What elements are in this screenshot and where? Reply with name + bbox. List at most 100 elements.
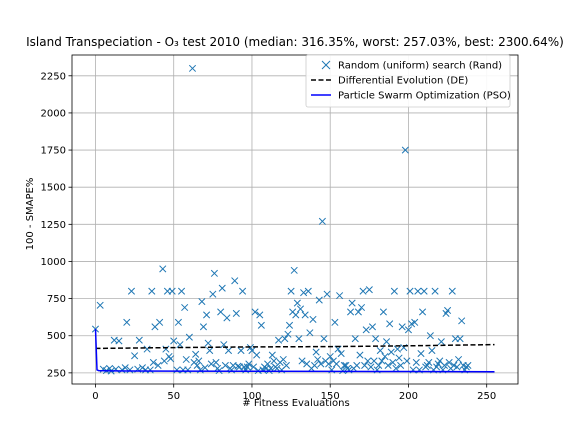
rand-point <box>326 352 334 361</box>
rand-point <box>275 336 283 344</box>
rand-point <box>207 360 215 368</box>
rand-point <box>198 298 206 306</box>
rand-point <box>398 323 406 331</box>
rand-point <box>295 335 303 343</box>
rand-point <box>458 317 466 325</box>
rand-point <box>201 364 209 372</box>
rand-point <box>224 347 233 355</box>
rand-point <box>336 292 344 300</box>
rand-point <box>411 318 419 326</box>
rand-point <box>361 361 369 369</box>
rand-point <box>123 318 131 326</box>
rand-point <box>218 284 226 292</box>
rand-point <box>428 347 436 355</box>
rand-point <box>285 321 294 329</box>
rand-point <box>204 339 212 347</box>
rand-point <box>149 358 157 367</box>
rand-point <box>386 320 394 328</box>
rand-point <box>351 335 359 343</box>
y-axis-label: 100 - SMAPE% <box>25 178 36 251</box>
rand-point <box>184 366 192 374</box>
legend-marker-rand <box>321 60 331 70</box>
rand-point <box>382 338 391 346</box>
y-tick-label: 1000 <box>41 257 66 268</box>
rand-point <box>337 349 345 358</box>
rand-point <box>393 345 402 353</box>
legend-box <box>305 54 511 108</box>
rand-point <box>268 351 276 359</box>
rand-point <box>464 361 472 369</box>
rand-point <box>381 352 389 361</box>
rand-point <box>138 364 146 372</box>
chart-title: Island Transpeciation - O₃ test 2010 (me… <box>26 35 564 49</box>
rand-point <box>212 358 220 367</box>
rand-point <box>332 360 341 368</box>
rand-point <box>192 350 200 358</box>
rand-point <box>357 303 366 312</box>
rand-point <box>437 338 445 346</box>
y-tick-label: 1500 <box>41 183 66 194</box>
grid <box>72 55 518 384</box>
rand-point <box>234 362 242 370</box>
rand-point <box>159 265 167 273</box>
y-tick-label: 500 <box>47 331 66 342</box>
rand-point <box>115 337 123 345</box>
rand-point <box>290 266 298 274</box>
rand-point <box>185 333 193 341</box>
rand-point <box>217 308 225 316</box>
rand-point <box>237 347 245 355</box>
rand-point <box>362 326 370 334</box>
rand-point <box>347 308 355 316</box>
rand-point <box>312 348 320 356</box>
rand-point <box>154 361 162 369</box>
rand-point <box>131 352 139 360</box>
rand-point <box>387 348 395 356</box>
x-tick-label: 50 <box>167 391 180 402</box>
rand-point <box>356 351 364 359</box>
rand-point <box>367 363 375 371</box>
rand-point <box>148 287 156 295</box>
rand-point <box>389 358 397 367</box>
rand-point <box>143 345 151 353</box>
rand-point <box>170 337 178 345</box>
x-tick-label: 200 <box>399 391 418 402</box>
rand-point <box>365 286 373 294</box>
rand-point <box>203 311 211 319</box>
rand-point <box>403 357 411 365</box>
y-tick-label: 250 <box>47 368 66 379</box>
rand-point <box>372 335 380 343</box>
rand-point <box>245 360 253 368</box>
rand-point <box>404 326 413 334</box>
legend-label-rand: Random (uniform) search (Rand) <box>338 61 502 72</box>
rand-point <box>281 335 289 343</box>
rand-point <box>320 335 328 343</box>
rand-point <box>126 366 134 374</box>
rand-point <box>325 360 333 368</box>
rand-point <box>417 349 425 358</box>
rand-point <box>284 330 292 338</box>
rand-point <box>292 311 300 319</box>
rand-point <box>173 366 181 374</box>
rand-point <box>231 277 239 285</box>
rand-point <box>127 287 136 295</box>
rand-point <box>118 366 126 374</box>
rand-point <box>177 287 186 295</box>
rand-point <box>206 347 214 355</box>
rand-point <box>414 287 422 295</box>
rand-point <box>354 308 362 316</box>
rand-point <box>375 361 383 369</box>
x-tick-label: 150 <box>321 391 340 402</box>
rand-point <box>445 358 453 367</box>
rand-point <box>176 341 184 349</box>
legend: Random (uniform) search (Rand) Different… <box>305 54 511 108</box>
rand-point <box>425 358 433 367</box>
y-tick-label: 1250 <box>41 220 66 231</box>
rand-point <box>456 335 464 343</box>
rand-point <box>221 361 229 369</box>
rand-point <box>311 361 319 369</box>
legend-label-pso: Particle Swarm Optimization (PSO) <box>338 91 511 102</box>
rand-point <box>264 360 272 368</box>
rand-point <box>135 336 143 344</box>
rand-point <box>301 311 309 319</box>
